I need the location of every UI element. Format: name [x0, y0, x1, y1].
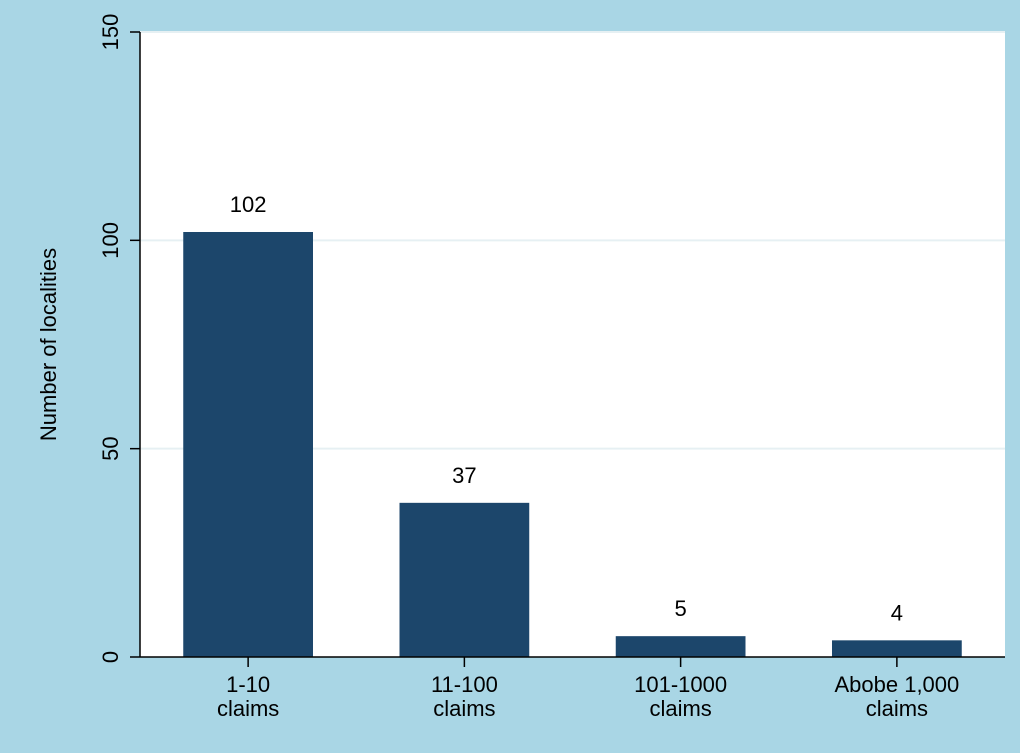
y-tick-label: 150	[98, 14, 123, 51]
x-tick-label: Abobe 1,000	[834, 672, 959, 697]
data-label: 4	[891, 600, 903, 625]
data-label: 102	[230, 192, 267, 217]
x-tick-label: 11-100	[431, 672, 498, 697]
x-tick-label: 101-1000	[634, 672, 727, 697]
bar	[183, 232, 313, 657]
bar	[832, 640, 962, 657]
y-axis-label: Number of localities	[36, 248, 61, 441]
y-tick-label: 100	[98, 222, 123, 259]
x-tick-label: 1-10	[226, 672, 270, 697]
data-labels: 102 37 5 4	[230, 192, 903, 625]
data-label: 5	[675, 596, 687, 621]
bar	[615, 636, 746, 657]
x-tick-label: claims	[866, 696, 928, 721]
x-tick-label: claims	[433, 696, 495, 721]
y-tick-label: 0	[98, 651, 123, 663]
axes: 0501001501-10claims11-100claims101-1000c…	[98, 14, 1005, 721]
y-tick-label: 50	[98, 436, 123, 460]
bars	[183, 232, 962, 657]
x-tick-label: claims	[217, 696, 279, 721]
data-label: 37	[452, 463, 476, 488]
x-tick-label: claims	[649, 696, 711, 721]
bar	[399, 502, 530, 657]
